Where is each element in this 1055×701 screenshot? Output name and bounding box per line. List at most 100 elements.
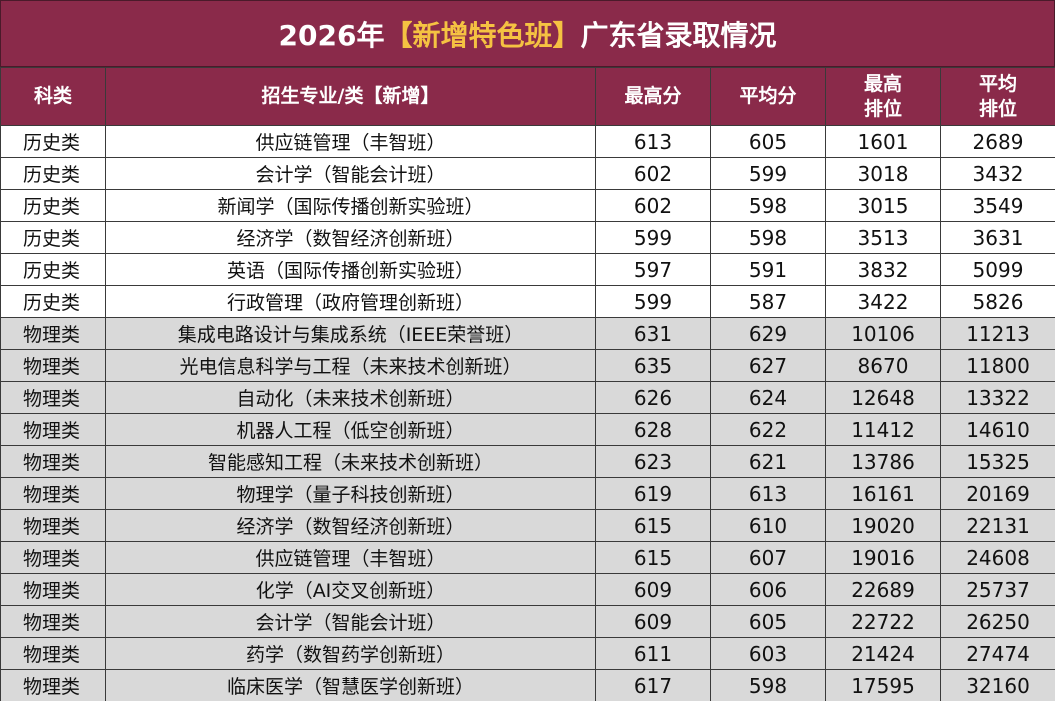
header-avg-rank-line2: 排位 <box>978 97 1017 120</box>
cell-max-rank: 12648 <box>825 381 941 414</box>
cell-category: 物理类 <box>0 413 106 446</box>
table-row: 历史类 会计学（智能会计班） 602 599 3018 3432 <box>0 157 1055 190</box>
cell-avg-rank: 11800 <box>940 349 1055 382</box>
cell-max-rank: 22722 <box>825 605 941 638</box>
cell-avg-rank: 32160 <box>940 669 1055 701</box>
cell-max-rank: 21424 <box>825 637 941 670</box>
cell-avg-score: 622 <box>710 413 826 446</box>
table-row: 物理类 经济学（数智经济创新班） 615 610 19020 22131 <box>0 509 1055 542</box>
cell-avg-rank: 3631 <box>940 221 1055 254</box>
cell-major: 药学（数智药学创新班） <box>105 637 596 670</box>
cell-avg-score: 606 <box>710 573 826 606</box>
cell-major: 机器人工程（低空创新班） <box>105 413 596 446</box>
cell-avg-rank: 2689 <box>940 125 1055 158</box>
cell-category: 历史类 <box>0 253 106 286</box>
cell-category: 物理类 <box>0 573 106 606</box>
table-row: 物理类 集成电路设计与集成系统（IEEE荣誉班） 631 629 10106 11213 <box>0 317 1055 350</box>
cell-avg-score: 613 <box>710 477 826 510</box>
table-row: 物理类 化学（AI交叉创新班） 609 606 22689 25737 <box>0 573 1055 606</box>
cell-avg-rank: 13322 <box>940 381 1055 414</box>
cell-major: 集成电路设计与集成系统（IEEE荣誉班） <box>105 317 596 350</box>
cell-max-score: 599 <box>595 221 711 254</box>
cell-avg-score: 599 <box>710 157 826 190</box>
cell-avg-rank: 3549 <box>940 189 1055 222</box>
table-title: 2026年 【新增特色班】 广东省录取情况 <box>0 0 1055 67</box>
cell-max-rank: 3018 <box>825 157 941 190</box>
cell-category: 物理类 <box>0 605 106 638</box>
header-max-score: 最高分 <box>595 67 711 126</box>
header-avg-rank-line1: 平均 <box>978 72 1017 95</box>
cell-max-score: 617 <box>595 669 711 701</box>
cell-avg-score: 598 <box>710 669 826 701</box>
cell-category: 物理类 <box>0 349 106 382</box>
cell-major: 物理学（量子科技创新班） <box>105 477 596 510</box>
table-row: 物理类 会计学（智能会计班） 609 605 22722 26250 <box>0 605 1055 638</box>
table-row: 历史类 经济学（数智经济创新班） 599 598 3513 3631 <box>0 221 1055 254</box>
header-max-rank-line1: 最高 <box>863 72 902 95</box>
cell-max-rank: 13786 <box>825 445 941 478</box>
cell-major: 自动化（未来技术创新班） <box>105 381 596 414</box>
cell-avg-score: 607 <box>710 541 826 574</box>
cell-max-score: 615 <box>595 541 711 574</box>
cell-major: 英语（国际传播创新实验班） <box>105 253 596 286</box>
table-body: 历史类 供应链管理（丰智班） 613 605 1601 2689 历史类 会计学（智能会计班）… <box>0 125 1055 701</box>
table-row: 物理类 智能感知工程（未来技术创新班） 623 621 13786 15325 <box>0 445 1055 478</box>
cell-max-score: 609 <box>595 573 711 606</box>
cell-major: 临床医学（智慧医学创新班） <box>105 669 596 701</box>
cell-max-rank: 19016 <box>825 541 941 574</box>
title-suffix: 广东省录取情况 <box>580 18 777 52</box>
header-major: 招生专业/类【新增】 <box>105 67 596 126</box>
cell-major: 会计学（智能会计班） <box>105 605 596 638</box>
table-row: 历史类 英语（国际传播创新实验班） 597 591 3832 5099 <box>0 253 1055 286</box>
cell-category: 物理类 <box>0 381 106 414</box>
table-row: 物理类 供应链管理（丰智班） 615 607 19016 24608 <box>0 541 1055 574</box>
cell-major: 智能感知工程（未来技术创新班） <box>105 445 596 478</box>
cell-max-rank: 22689 <box>825 573 941 606</box>
cell-max-rank: 10106 <box>825 317 941 350</box>
cell-category: 历史类 <box>0 189 106 222</box>
cell-max-rank: 16161 <box>825 477 941 510</box>
admission-table: 科类 招生专业/类【新增】 最高分 平均分 最高 排位 平均 排位 历史类 供应链管理… <box>0 67 1055 701</box>
cell-avg-score: 610 <box>710 509 826 542</box>
cell-max-rank: 3832 <box>825 253 941 286</box>
cell-major: 经济学（数智经济创新班） <box>105 509 596 542</box>
table-row: 物理类 自动化（未来技术创新班） 626 624 12648 13322 <box>0 381 1055 414</box>
cell-category: 历史类 <box>0 125 106 158</box>
cell-max-score: 609 <box>595 605 711 638</box>
cell-avg-rank: 27474 <box>940 637 1055 670</box>
cell-avg-score: 598 <box>710 189 826 222</box>
cell-major: 会计学（智能会计班） <box>105 157 596 190</box>
cell-max-rank: 3015 <box>825 189 941 222</box>
cell-avg-score: 587 <box>710 285 826 318</box>
cell-category: 历史类 <box>0 285 106 318</box>
cell-max-score: 619 <box>595 477 711 510</box>
header-avg-rank: 平均 排位 <box>940 67 1055 126</box>
cell-max-score: 599 <box>595 285 711 318</box>
cell-avg-rank: 15325 <box>940 445 1055 478</box>
cell-avg-rank: 14610 <box>940 413 1055 446</box>
cell-max-rank: 1601 <box>825 125 941 158</box>
cell-avg-score: 603 <box>710 637 826 670</box>
cell-max-score: 602 <box>595 189 711 222</box>
cell-max-score: 597 <box>595 253 711 286</box>
table-row: 物理类 物理学（量子科技创新班） 619 613 16161 20169 <box>0 477 1055 510</box>
cell-category: 历史类 <box>0 221 106 254</box>
cell-avg-rank: 25737 <box>940 573 1055 606</box>
cell-avg-rank: 20169 <box>940 477 1055 510</box>
cell-avg-rank: 11213 <box>940 317 1055 350</box>
cell-category: 物理类 <box>0 637 106 670</box>
cell-avg-score: 624 <box>710 381 826 414</box>
table-row: 历史类 行政管理（政府管理创新班） 599 587 3422 5826 <box>0 285 1055 318</box>
cell-category: 物理类 <box>0 669 106 701</box>
cell-category: 物理类 <box>0 445 106 478</box>
cell-category: 物理类 <box>0 477 106 510</box>
header-category: 科类 <box>0 67 106 126</box>
cell-major: 光电信息科学与工程（未来技术创新班） <box>105 349 596 382</box>
cell-avg-score: 598 <box>710 221 826 254</box>
cell-major: 化学（AI交叉创新班） <box>105 573 596 606</box>
cell-max-rank: 3513 <box>825 221 941 254</box>
cell-avg-rank: 22131 <box>940 509 1055 542</box>
cell-avg-score: 591 <box>710 253 826 286</box>
cell-max-score: 611 <box>595 637 711 670</box>
cell-max-score: 613 <box>595 125 711 158</box>
